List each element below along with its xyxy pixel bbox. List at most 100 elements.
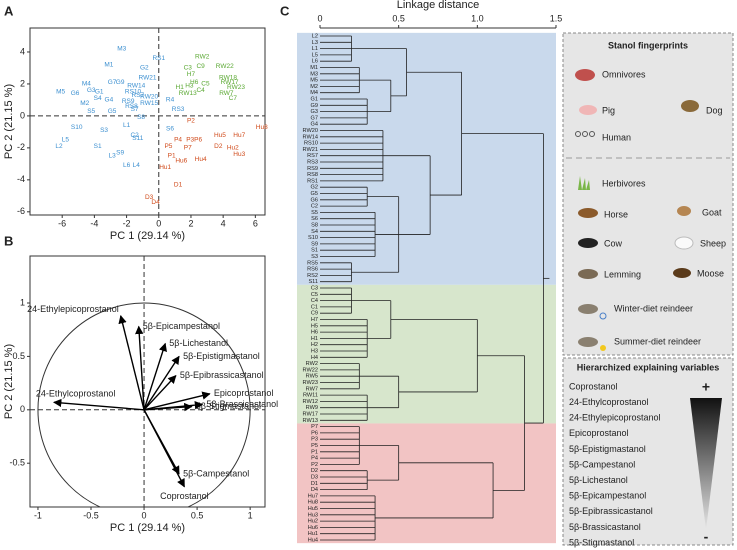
point-label: S8 [137, 114, 145, 121]
leaf-label: C4 [311, 298, 318, 304]
legend-item: Winter-diet reindeer [614, 303, 693, 313]
point-label: D1 [174, 181, 183, 188]
leaf-label: Hu4 [308, 537, 318, 543]
leaf-label: M2 [310, 84, 318, 90]
icon [578, 304, 598, 314]
point-label: D3 [145, 194, 154, 201]
leaf-label: D1 [311, 481, 318, 487]
point-label: P4 [174, 137, 182, 144]
leaf-label: RW12 [303, 399, 318, 405]
point-label: RW20 [140, 93, 158, 100]
dendrogram-link [320, 287, 352, 314]
point-label: RS9 [122, 98, 135, 105]
point-label: S5 [87, 108, 95, 115]
leaf-label: S11 [308, 279, 318, 285]
loading-arrow [53, 398, 145, 411]
point-label: L6 [123, 162, 131, 169]
point-label: S7 [131, 106, 139, 113]
leaf-label: G4 [311, 122, 318, 128]
point-label: P1 [168, 153, 176, 160]
loading-arrow [143, 409, 185, 488]
loading-label: 24-Ethylcoprostanol [36, 389, 116, 399]
icon [681, 100, 699, 112]
x-tick-label: 1.0 [471, 13, 484, 23]
point-label: RW7 [219, 90, 234, 97]
icon [578, 176, 590, 190]
y-axis-label: PC 2 (21.15 %) [3, 344, 15, 419]
point-label: RW17 [221, 79, 239, 86]
point-label: RW23 [227, 84, 245, 91]
leaf-label: RS8 [307, 172, 318, 178]
leaf-label: Hu8 [308, 500, 318, 506]
point-label: H6 [190, 79, 199, 86]
point-label: R4 [166, 97, 175, 104]
leaf-label: RW7 [306, 386, 318, 392]
point-label: C2 [130, 132, 139, 139]
plot-frame [29, 27, 266, 216]
point-label: C7 [229, 95, 238, 102]
dendrogram-links [320, 35, 550, 541]
leaf-label: L2 [312, 33, 318, 39]
icon [677, 206, 691, 216]
leaf-label: Hu5 [308, 506, 318, 512]
point-label: Hu2 [227, 145, 239, 152]
point-label: RW15 [140, 100, 158, 107]
x-tick-label: 1 [248, 510, 253, 520]
dendrogram-link [461, 133, 544, 424]
point-label: Hu5 [214, 132, 226, 139]
icon [599, 312, 607, 320]
leaf-label: P1 [311, 449, 318, 455]
point-label: L2 [55, 143, 63, 150]
point-label: M2 [80, 100, 89, 107]
leaf-label: M5 [310, 78, 318, 84]
legend-item: Summer-diet reindeer [614, 336, 701, 346]
leaf-label: RW17 [303, 411, 318, 417]
x-tick-label: 2 [188, 218, 193, 228]
loading-arrow [143, 391, 211, 411]
leaf-label: G5 [311, 191, 318, 197]
loading-arrow [143, 375, 177, 411]
point-label: M4 [82, 81, 91, 88]
leaf-label: H3 [311, 348, 318, 354]
loading-arrow [143, 342, 167, 411]
leaf-label: C3 [311, 285, 318, 291]
dendrogram-link [351, 196, 400, 273]
x-tick-label: 0.5 [191, 510, 204, 520]
ranking-item: Epicoprostanol [569, 428, 629, 438]
point-label: G7 [108, 79, 117, 86]
point-label: L4 [133, 162, 141, 169]
point-label: L3 [108, 153, 116, 160]
point-label: M5 [56, 89, 65, 96]
y-tick-label: 0 [20, 110, 25, 120]
dendrogram-link [320, 67, 360, 94]
point-label: Hu4 [195, 156, 207, 163]
point-label: M3 [117, 45, 126, 52]
dendrogram-link [390, 319, 478, 393]
point-label: S6 [166, 125, 174, 132]
ranking-item: 5β-Epibrassicastanol [569, 506, 653, 516]
ranking-item: 24-Ethylcoprostanol [569, 397, 649, 407]
leaf-label: RW13 [303, 418, 318, 424]
panel-label: A [4, 3, 14, 18]
icon [579, 105, 597, 115]
point-label: H3 [185, 82, 194, 89]
point-label: G3 [87, 87, 96, 94]
x-tick-label: -2 [123, 218, 131, 228]
icon [673, 268, 691, 278]
leaf-label: P3 [311, 437, 318, 443]
ranking-list: Coprostanol 24-Ethylcoprostanol 24-Ethylep… [569, 381, 661, 547]
icon [578, 208, 598, 218]
cluster-band [297, 32, 556, 285]
leaf-label: H5 [311, 323, 318, 329]
y-tick-label: 4 [20, 46, 25, 56]
leaf-label: S6 [311, 216, 318, 222]
point-label: S1 [94, 143, 102, 150]
loading-label: 5β-Lichestanol [169, 338, 228, 348]
ranking-item: 5β-Epistigmastanol [569, 444, 646, 454]
point-label: RS10 [125, 89, 142, 96]
leaf-label: L5 [312, 52, 318, 58]
leaf-label: D3 [311, 474, 318, 480]
x-tick-label: 0.5 [392, 13, 405, 23]
panel-label: B [4, 233, 13, 248]
loading-arrow [118, 314, 145, 410]
